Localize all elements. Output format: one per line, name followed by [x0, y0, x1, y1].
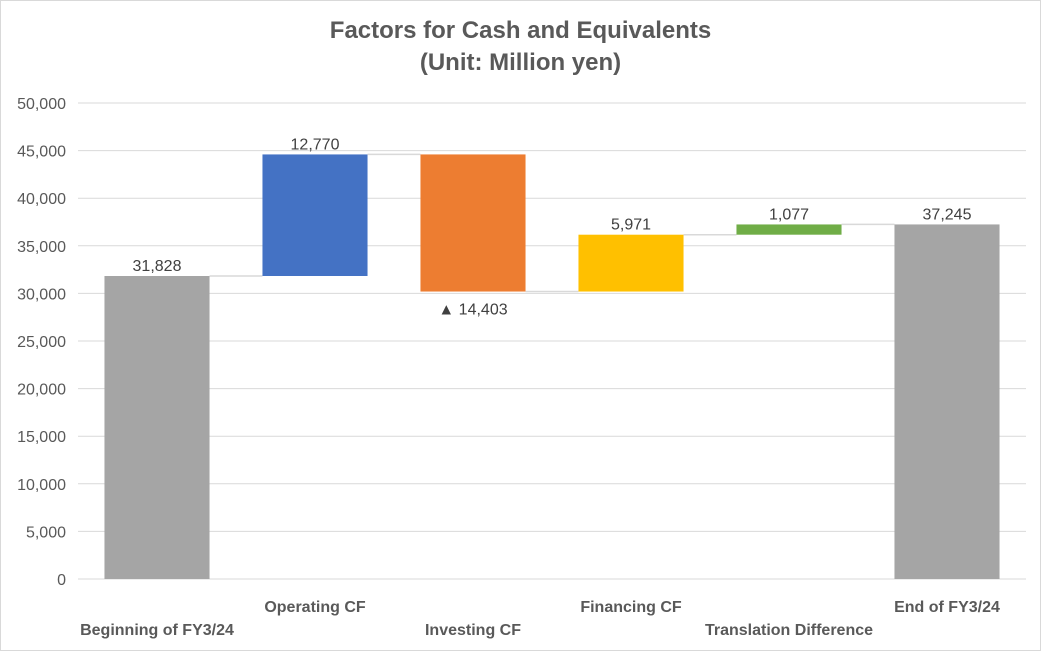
- category-label: Financing CF: [580, 599, 682, 616]
- chart-title-line-2: (Unit: Million yen): [419, 49, 622, 76]
- y-tick-label: 35,000: [17, 239, 66, 256]
- bar: [736, 224, 842, 235]
- bar: [262, 154, 368, 276]
- y-tick-label: 45,000: [17, 144, 66, 161]
- data-label: 12,770: [291, 136, 340, 153]
- category-label: End of FY3/24: [894, 599, 1000, 616]
- y-tick-label: 10,000: [17, 477, 66, 494]
- bar: [578, 234, 684, 292]
- chart-title: Factors for Cash and Equivalents (Unit: …: [1, 15, 1040, 79]
- category-label: Operating CF: [264, 599, 366, 616]
- data-label: 1,077: [769, 206, 809, 223]
- chart-title-line-1: Factors for Cash and Equivalents: [329, 17, 712, 44]
- category-label: Investing CF: [425, 622, 521, 639]
- y-tick-label: 15,000: [17, 429, 66, 446]
- y-tick-label: 5,000: [26, 524, 66, 541]
- y-tick-label: 50,000: [17, 96, 66, 113]
- bar: [420, 154, 526, 292]
- bar: [104, 275, 210, 579]
- y-tick-label: 25,000: [17, 334, 66, 351]
- data-label: 5,971: [611, 217, 651, 234]
- y-tick-label: 40,000: [17, 191, 66, 208]
- y-tick-label: 30,000: [17, 286, 66, 303]
- category-label: Beginning of FY3/24: [80, 622, 234, 639]
- category-label: Translation Difference: [705, 622, 873, 639]
- bar: [894, 224, 1000, 579]
- y-tick-label: 20,000: [17, 382, 66, 399]
- data-label: 37,245: [923, 206, 972, 223]
- data-label: 31,828: [133, 258, 182, 275]
- data-label: ▲ 14,403: [438, 302, 507, 319]
- y-tick-label: 0: [57, 572, 66, 589]
